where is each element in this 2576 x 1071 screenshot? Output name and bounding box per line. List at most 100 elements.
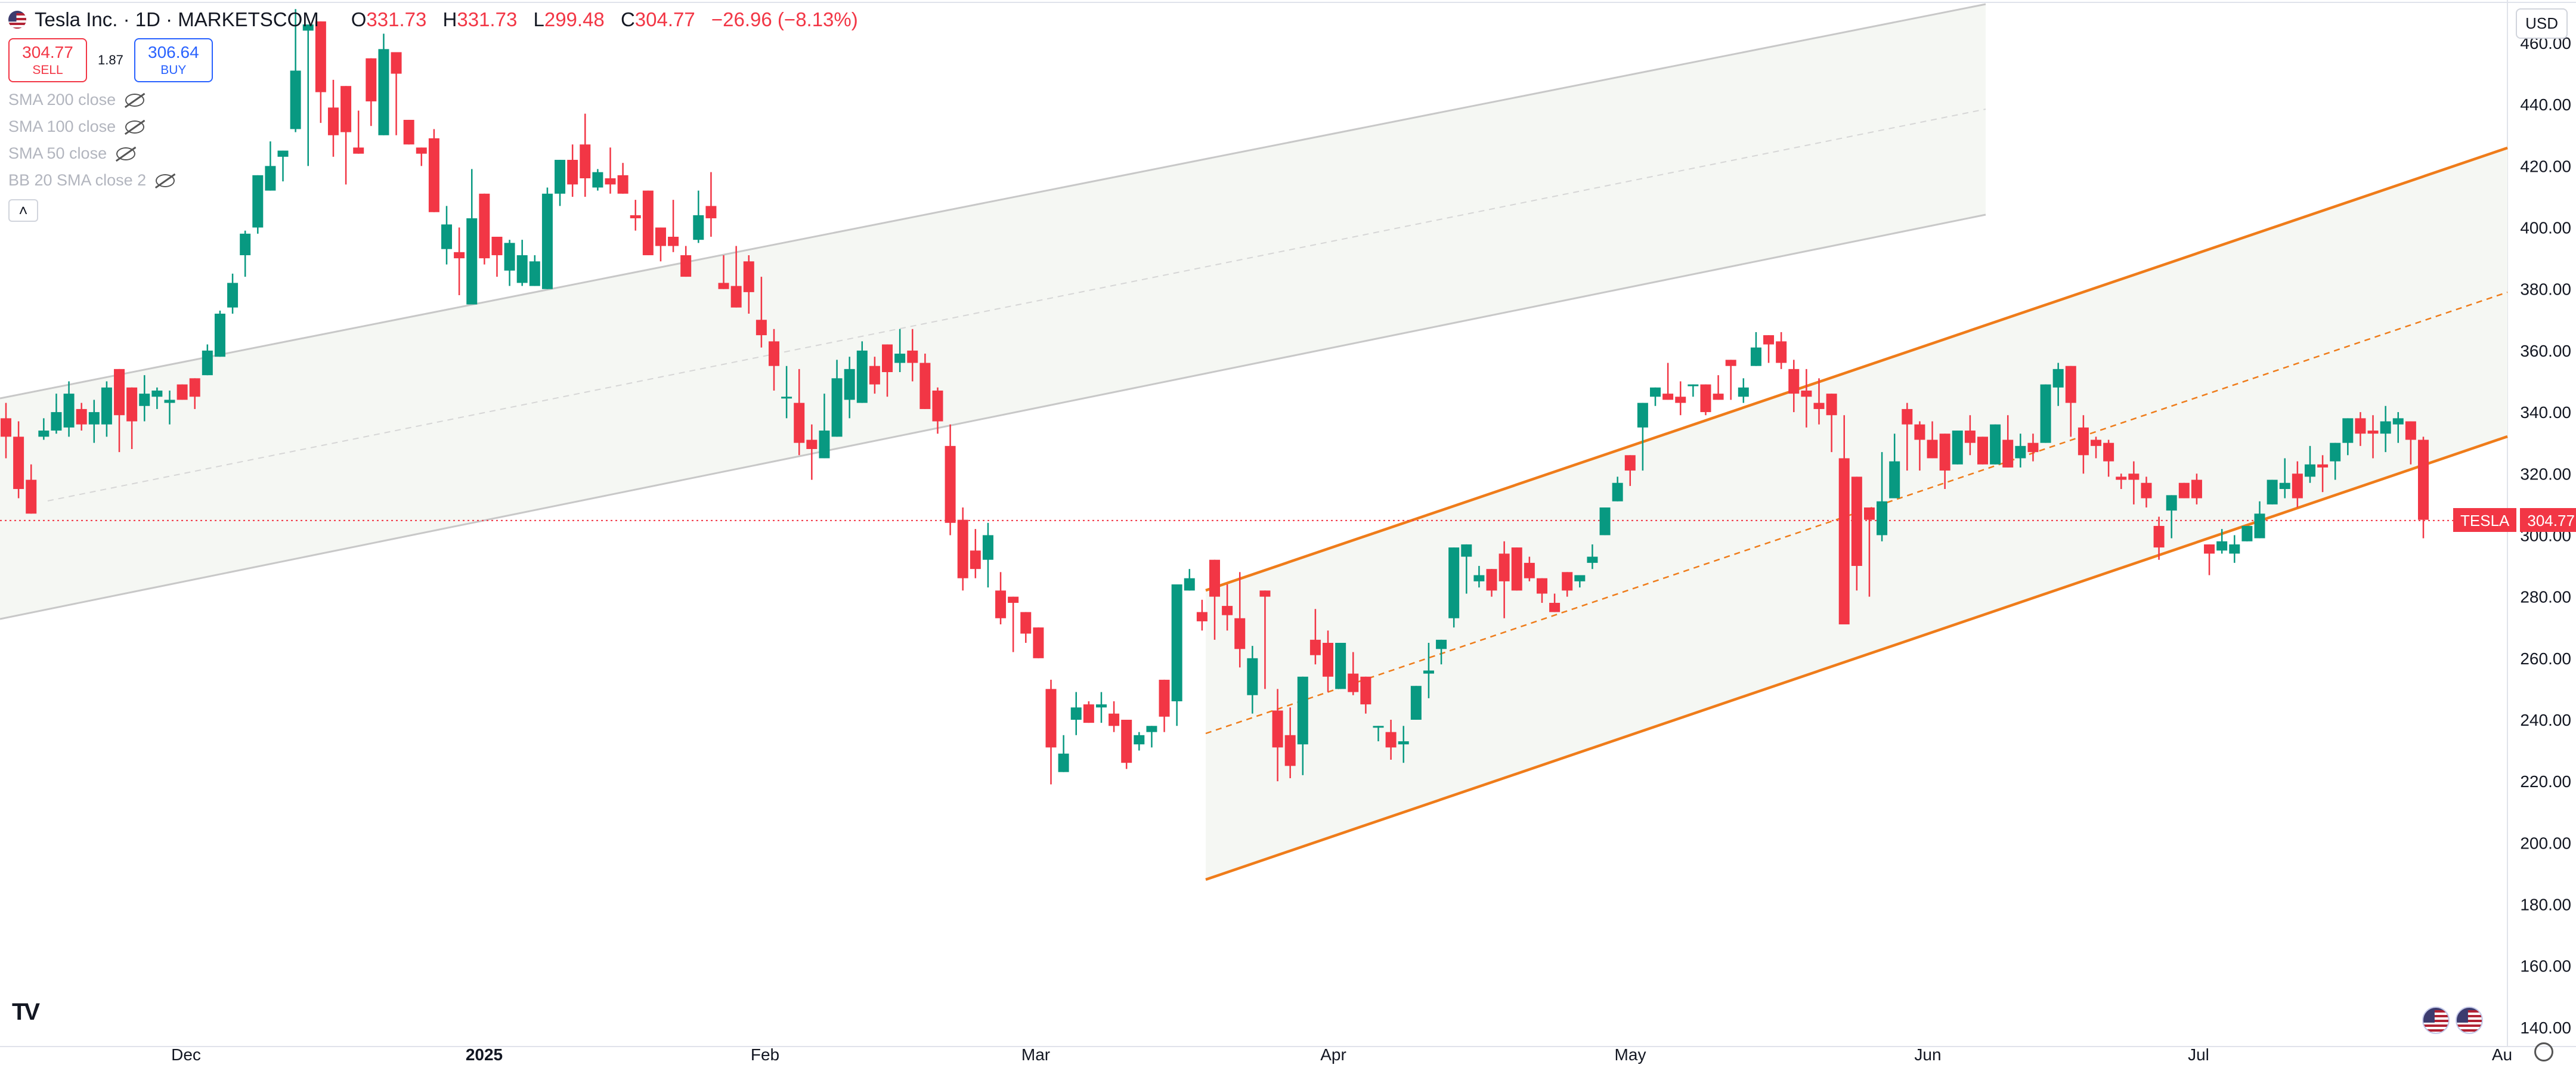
candle-body: [1297, 676, 1308, 745]
candle-body: [2405, 421, 2416, 440]
eye-off-icon[interactable]: [125, 93, 145, 107]
candle-body: [366, 58, 377, 102]
candle-body: [101, 387, 112, 425]
candle-body: [340, 86, 352, 132]
candle-body: [164, 400, 175, 403]
tradingview-logo[interactable]: TV: [12, 999, 40, 1025]
sell-button[interactable]: 304.77 SELL: [8, 38, 87, 82]
candle-body: [2191, 479, 2202, 499]
candle-body: [1385, 732, 1397, 748]
candle-body: [1473, 575, 1485, 581]
candle-body: [1939, 434, 1950, 471]
candle-body: [1713, 394, 1724, 400]
candle-body: [1070, 707, 1082, 720]
candle-body: [705, 206, 717, 219]
candle-body: [63, 394, 75, 428]
candle-body: [1234, 618, 1246, 649]
candle-body: [2128, 473, 2140, 480]
candle-body: [768, 341, 779, 366]
us-flag-icon: [2422, 1007, 2450, 1034]
indicator-sma50[interactable]: SMA 50 close: [8, 144, 869, 163]
candle-body: [907, 350, 918, 363]
collapse-legend-button[interactable]: ˄: [8, 199, 38, 222]
us-flag-icon: [2456, 1007, 2483, 1034]
candle-body: [2077, 427, 2089, 456]
eye-off-icon[interactable]: [125, 120, 145, 134]
candle-body: [416, 147, 427, 154]
eye-off-icon[interactable]: [116, 147, 136, 160]
candle-body: [391, 52, 402, 74]
candle-body: [1511, 547, 1522, 591]
candle-body: [265, 166, 276, 191]
candle-body: [730, 286, 742, 308]
candle-body: [466, 218, 478, 305]
candle-body: [114, 369, 125, 416]
currency-selector[interactable]: USD: [2516, 8, 2568, 39]
indicator-sma100[interactable]: SMA 100 close: [8, 117, 869, 136]
candle-body: [2392, 418, 2404, 425]
candle-body: [919, 363, 931, 409]
candle-body: [2229, 544, 2240, 554]
candle-body: [1095, 704, 1107, 708]
candle-body: [668, 237, 679, 246]
us-flag-icon: [8, 11, 26, 29]
candle-body: [882, 344, 893, 373]
candle-body: [214, 313, 225, 357]
candle-body: [1536, 578, 1547, 594]
candle-body: [1813, 403, 1825, 409]
candle-body: [1423, 670, 1434, 674]
candle-body: [794, 403, 805, 443]
candle-body: [1109, 713, 1120, 726]
candle-body: [756, 320, 767, 336]
candle-body: [1914, 424, 1925, 440]
y-tick-label: 180.00: [2520, 896, 2571, 914]
candle-body: [516, 255, 528, 283]
candle-body: [1284, 735, 1296, 766]
candle-body: [2254, 513, 2265, 538]
candle-body: [491, 237, 503, 255]
candle-body: [202, 350, 213, 376]
buy-button[interactable]: 306.64 BUY: [134, 38, 213, 82]
gear-icon[interactable]: [2534, 1042, 2553, 1061]
candle-body: [479, 193, 490, 259]
y-tick-label: 380.00: [2520, 280, 2571, 299]
candle-body: [177, 384, 188, 400]
candle-body: [1725, 360, 1736, 366]
candle-body: [1587, 556, 1598, 563]
candle-body: [1964, 431, 1976, 443]
candle-body: [454, 252, 465, 259]
candle-body: [781, 397, 792, 399]
candle-body: [1562, 572, 1573, 591]
x-tick-label: May: [1615, 1045, 1646, 1064]
candle-body: [1360, 676, 1371, 705]
candle-body: [1776, 341, 1787, 363]
candle-body: [277, 150, 289, 157]
candle-body: [1788, 369, 1800, 394]
candle-body: [957, 519, 968, 578]
candle-body: [504, 243, 515, 271]
eye-off-icon[interactable]: [156, 174, 175, 187]
old-channel-lower: [0, 213, 1986, 620]
candle-body: [1222, 606, 1233, 615]
candle-body: [2355, 418, 2366, 434]
candle-body: [2141, 482, 2152, 499]
candle-body: [680, 255, 692, 277]
candle-body: [2065, 366, 2076, 403]
candle-body: [378, 49, 389, 135]
candle-body: [76, 408, 87, 425]
symbol-title[interactable]: Tesla Inc. · 1D · MARKETSCOM: [35, 8, 319, 30]
candle-body: [1750, 347, 1761, 366]
candle-body: [1348, 673, 1359, 692]
candle-body: [1159, 679, 1170, 717]
candle-body: [1877, 501, 1888, 536]
x-tick-label: 2025: [466, 1045, 503, 1064]
y-tick-label: 240.00: [2520, 711, 2571, 729]
indicator-bb20[interactable]: BB 20 SMA close 2: [8, 171, 869, 190]
candle-body: [856, 350, 868, 403]
candle-body: [1990, 424, 2001, 465]
candle-body: [1700, 384, 1711, 413]
candle-body: [1498, 553, 1510, 581]
candle-body: [1146, 726, 1157, 732]
indicator-sma200[interactable]: SMA 200 close: [8, 91, 869, 109]
